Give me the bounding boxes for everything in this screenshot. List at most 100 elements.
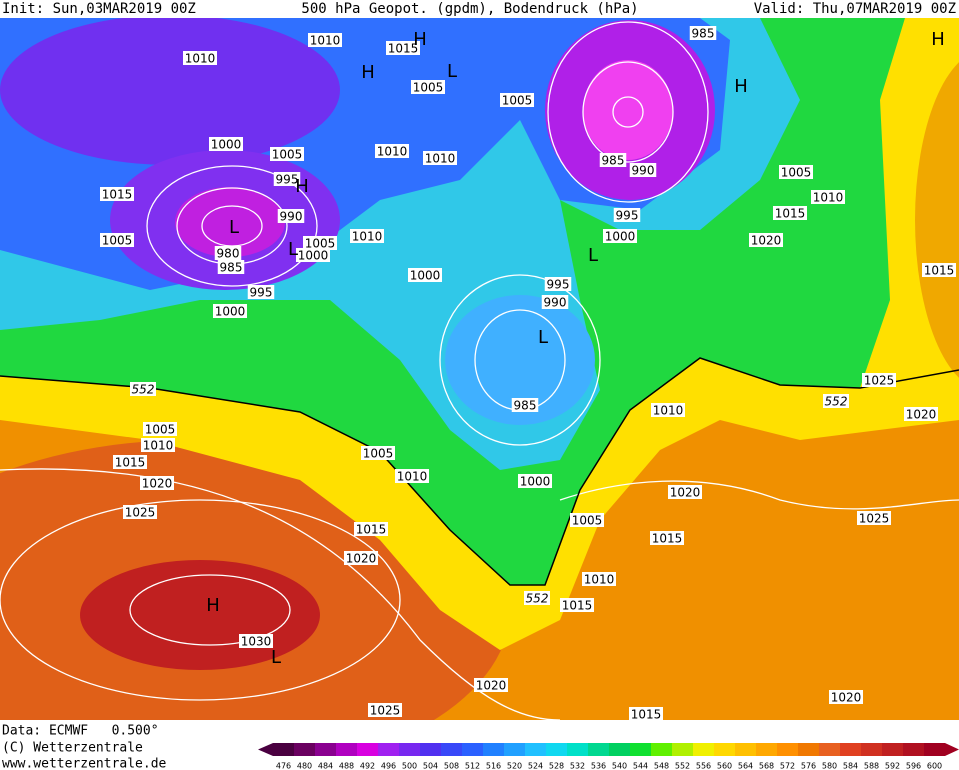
- colorbar-box: [630, 743, 651, 756]
- colorbar-label: 588: [864, 762, 879, 770]
- isobar-label-box: [629, 707, 663, 721]
- isobar-label: 1000: [298, 249, 329, 263]
- isobar-label-box: [361, 446, 395, 460]
- pressure-center: H: [206, 595, 220, 616]
- isobar-label-box: [350, 229, 384, 243]
- field-darkred: [80, 560, 320, 670]
- isobar-label: 1020: [476, 679, 507, 693]
- colorbar-label: 592: [885, 762, 900, 770]
- isobar-label: 1015: [652, 532, 683, 546]
- colorbar-box: [504, 743, 525, 756]
- isobar-label-box: [411, 80, 445, 94]
- pressure-center: L: [288, 239, 298, 260]
- colorbar-label: 480: [297, 762, 312, 770]
- pressure-center: H: [361, 62, 375, 83]
- isobar-label: 1020: [670, 486, 701, 500]
- colorbar-box: [924, 743, 945, 756]
- isobar: [559, 480, 959, 510]
- pressure-center: L: [229, 217, 239, 238]
- isobar: [582, 61, 674, 163]
- colorbar-box: [714, 743, 735, 756]
- colorbar-label: 600: [927, 762, 942, 770]
- colorbar-box: [483, 743, 504, 756]
- isobar: [547, 21, 709, 203]
- isobar-label-box: [141, 438, 175, 452]
- colorbar-box: [798, 743, 819, 756]
- colorbar-label: 488: [339, 762, 354, 770]
- colorbar-box: [336, 743, 357, 756]
- colorbar-box: [378, 743, 399, 756]
- colorbar-label: 512: [465, 762, 480, 770]
- colorbar-label: 492: [360, 762, 375, 770]
- colorbar-box: [777, 743, 798, 756]
- isobar-label: 1005: [363, 447, 394, 461]
- isobar-label: 1020: [751, 234, 782, 248]
- isobar-label-box: [862, 373, 896, 387]
- field: [0, 15, 959, 770]
- colorbar-label: 532: [570, 762, 585, 770]
- colorbar-box: [819, 743, 840, 756]
- colorbar-label: 476: [276, 762, 291, 770]
- pressure-center: H: [931, 29, 945, 50]
- isobars: [0, 21, 959, 721]
- isobar-label-box: [408, 268, 442, 282]
- isobar-label-box: [544, 277, 572, 291]
- isobar-label: 1015: [631, 708, 662, 722]
- isobar-label-box: [214, 246, 242, 260]
- colorbar-label: 576: [801, 762, 816, 770]
- colorbar-label: 564: [738, 762, 753, 770]
- colorbar-label: 528: [549, 762, 564, 770]
- isobar-label-box: [217, 260, 245, 274]
- isobar-label-box: [277, 209, 305, 223]
- isobar-label: 1005: [102, 234, 133, 248]
- contour-552: [0, 357, 959, 586]
- colorbar-box: [420, 743, 441, 756]
- isobar-label: 1000: [520, 475, 551, 489]
- isobar-label: 1025: [864, 374, 895, 388]
- isobar-label: 1005: [781, 166, 812, 180]
- isobar: [0, 499, 401, 701]
- website: www.wetterzentrale.de: [2, 757, 167, 770]
- contour-label: 552: [825, 395, 848, 409]
- isobar-label-box: [668, 485, 702, 499]
- isobar-label-box: [560, 598, 594, 612]
- isobar-label: 1010: [425, 152, 456, 166]
- isobar-label: 1010: [185, 52, 216, 66]
- colorbar-label: 568: [759, 762, 774, 770]
- isobar: [129, 574, 291, 646]
- colorbar-box: [609, 743, 630, 756]
- contour-label: 552: [526, 592, 549, 606]
- colorbar-label: 544: [633, 762, 648, 770]
- colorbar-box: [651, 743, 672, 756]
- isobar-label-box: [500, 93, 534, 107]
- colorbar-label: 536: [591, 762, 606, 770]
- pressure-center: H: [295, 176, 309, 197]
- colorbar-box: [462, 743, 483, 756]
- isobar: [0, 468, 561, 721]
- isobar-label: 1015: [102, 188, 133, 202]
- colorbar-box: [693, 743, 714, 756]
- isobar-label: 1010: [397, 470, 428, 484]
- isobar-label: 980: [217, 247, 240, 261]
- contour-label-box: [524, 591, 550, 605]
- isobar-label-box: [613, 208, 641, 222]
- header-bar: [0, 0, 959, 18]
- isobar-label: 990: [280, 210, 303, 224]
- colorbar-label: 508: [444, 762, 459, 770]
- pressure-center: L: [538, 327, 548, 348]
- colorbar-box: [588, 743, 609, 756]
- isobar-label-box: [922, 263, 956, 277]
- isobar-label-box: [273, 172, 301, 186]
- isobar-label: 1010: [584, 573, 615, 587]
- map-title: 500 hPa Geopot. (gpdm), Bodendruck (hPa): [301, 1, 638, 17]
- isobar-label-box: [541, 295, 569, 309]
- isobar-label: 1010: [377, 145, 408, 159]
- isobar-label-box: [749, 233, 783, 247]
- isobar-label-box: [354, 522, 388, 536]
- colorbar-label: 560: [717, 762, 732, 770]
- colorbar-box: [441, 743, 462, 756]
- isobar-label: 1025: [125, 506, 156, 520]
- colorbar-box: [903, 743, 924, 756]
- isobar-label-box: [689, 26, 717, 40]
